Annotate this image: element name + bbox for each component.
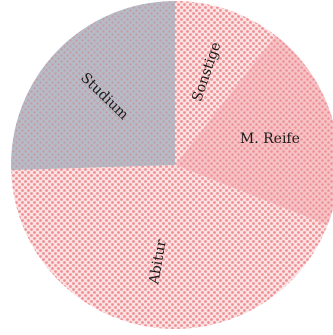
pie-slice-sonstige xyxy=(175,1,276,165)
pie-slice-m-reife xyxy=(175,35,333,226)
pie-slice-studium xyxy=(11,1,175,171)
pie-label-abitur: Abitur xyxy=(146,238,170,286)
pie-slice-abitur xyxy=(11,165,328,329)
pie-label-m-reife: M. Reife xyxy=(240,131,300,147)
